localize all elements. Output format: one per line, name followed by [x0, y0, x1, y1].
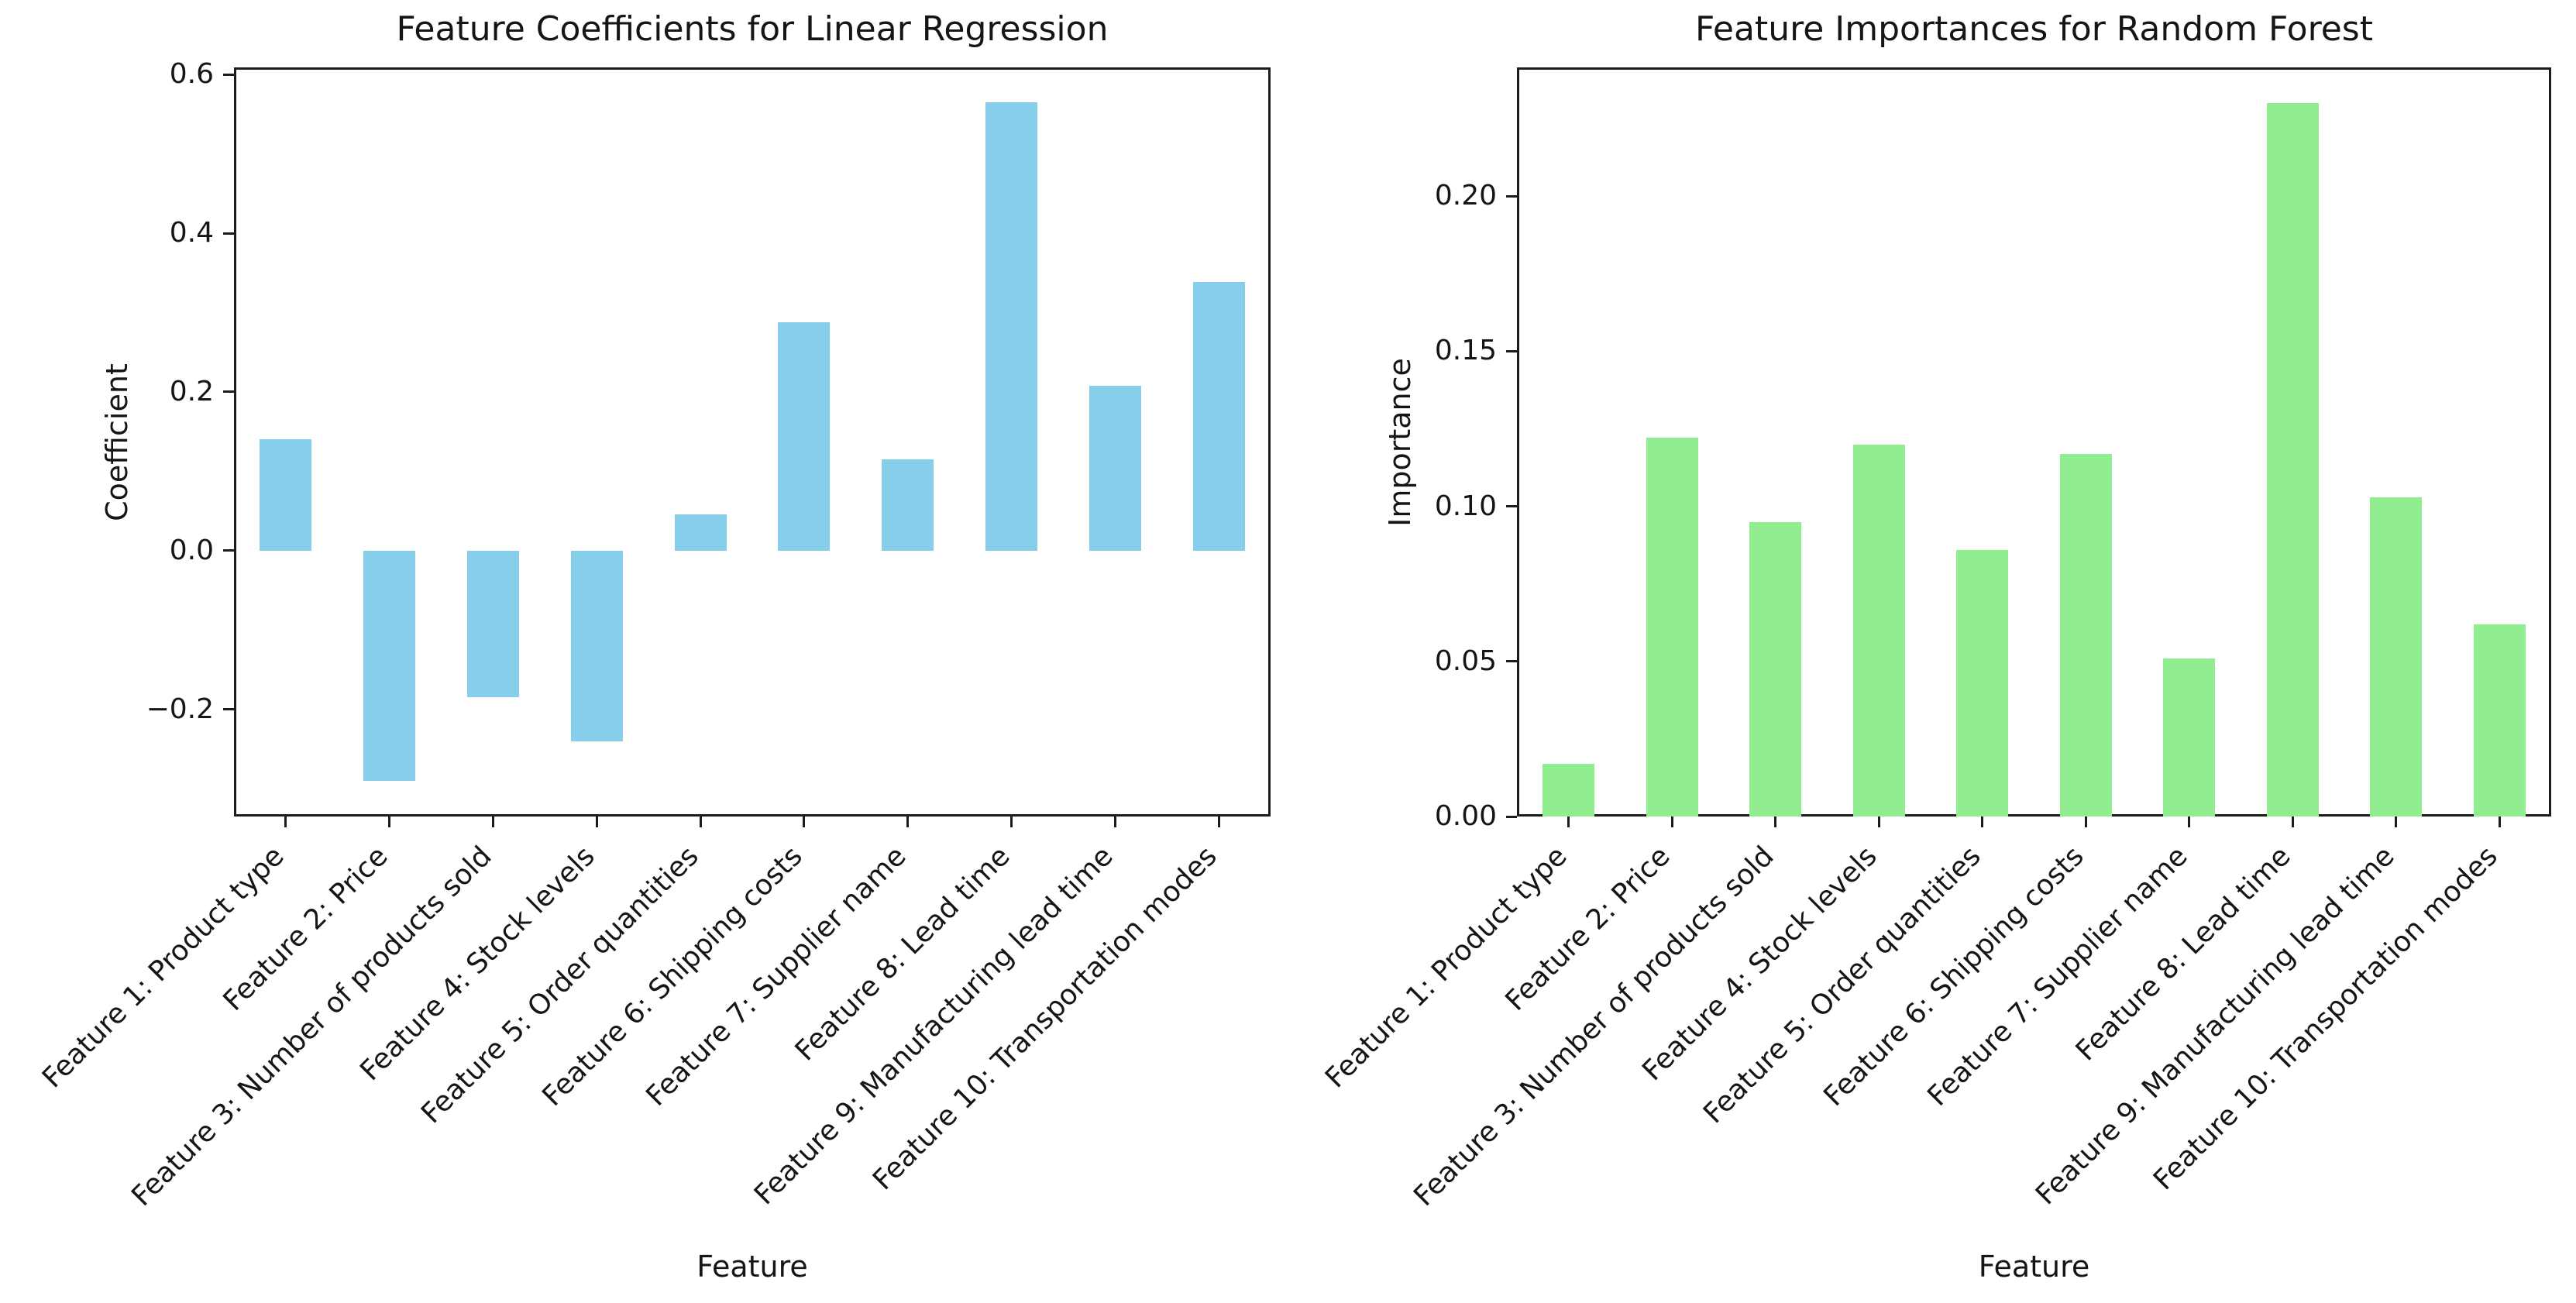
y-tick-mark	[223, 549, 234, 552]
x-tick-mark	[1670, 817, 1673, 827]
x-tick-mark	[803, 817, 806, 827]
y-tick-mark	[1506, 349, 1517, 352]
bar	[2266, 103, 2319, 817]
plot-area: 0.6 0.4 0.2 0.0 −0.2 Feature 1: Product type F…	[36, 58, 1271, 1212]
x-tick-mark	[492, 817, 494, 827]
x-tick-label: Feature 3: Number of products sold	[125, 840, 498, 1213]
x-tick-label: Feature 1: Product type	[36, 840, 291, 1095]
bar	[260, 439, 312, 551]
x-tick-mark	[1981, 817, 1984, 827]
y-tick-label: 0.05	[1434, 645, 1497, 677]
x-tick-label: Feature 7: Supplier name	[640, 840, 913, 1113]
chart-title: Feature Coefficients for Linear Regressi…	[396, 9, 1109, 49]
x-tick-label: Feature 1: Product type	[1319, 840, 1573, 1095]
y-tick-mark	[223, 73, 234, 76]
bar	[985, 102, 1037, 551]
x-tick-label: Feature 5: Order quantities	[415, 840, 705, 1130]
bar	[2059, 453, 2112, 817]
x-tick-label: Feature 2: Price	[1499, 840, 1677, 1017]
x-tick-label: Feature 5: Order quantities	[1697, 840, 1987, 1130]
bar	[1749, 521, 1802, 817]
bar	[1852, 444, 1905, 817]
y-tick-mark	[1506, 505, 1517, 508]
bar	[1956, 549, 2009, 817]
y-axis-label: Importance	[1383, 357, 1417, 527]
y-tick-label: 0.0	[169, 534, 214, 566]
x-axis-label: Feature	[1978, 1250, 2090, 1284]
x-tick-mark	[595, 817, 598, 827]
axes-frame	[234, 67, 1271, 817]
bar	[2473, 624, 2526, 817]
y-tick-mark	[223, 708, 234, 711]
x-tick-label: Feature 10: Transportation modes	[867, 840, 1223, 1197]
x-tick-mark	[388, 817, 391, 827]
x-tick-mark	[2498, 817, 2501, 827]
bar	[674, 514, 727, 551]
x-tick-mark	[2395, 817, 2398, 827]
x-tick-label: Feature 9: Manufacturing lead time	[748, 840, 1119, 1212]
x-tick-label: Feature 7: Supplier name	[1921, 840, 2194, 1113]
bar	[2370, 497, 2423, 817]
x-tick-mark	[1877, 817, 1880, 827]
chart-title: Feature Importances for Random Forest	[1695, 9, 2373, 49]
x-tick-label: Feature 9: Manufacturing lead time	[2029, 840, 2401, 1212]
x-tick-mark	[2084, 817, 2087, 827]
y-tick-label: 0.15	[1434, 335, 1497, 367]
bar	[2163, 658, 2216, 817]
x-tick-mark	[1217, 817, 1220, 827]
x-tick-label: Feature 3: Number of products sold	[1407, 840, 1780, 1213]
bar	[570, 550, 623, 741]
x-tick-label: Feature 8: Lead time	[789, 840, 1016, 1067]
x-tick-label: Feature 6: Shipping costs	[536, 840, 809, 1113]
bar	[882, 459, 934, 551]
bar	[363, 550, 416, 781]
y-tick-label: 0.10	[1434, 490, 1497, 522]
x-tick-label: Feature 2: Price	[217, 840, 394, 1017]
x-tick-mark	[1774, 817, 1777, 827]
bar	[1543, 763, 1595, 817]
bar	[1646, 438, 1698, 817]
x-tick-mark	[2188, 817, 2191, 827]
y-tick-label: 0.4	[169, 217, 214, 249]
y-tick-mark	[1506, 194, 1517, 198]
y-tick-label: 0.00	[1434, 800, 1497, 832]
bar	[467, 550, 519, 698]
x-tick-mark	[284, 817, 287, 827]
x-tick-label: Feature 4: Stock levels	[354, 840, 602, 1088]
y-axis-label: Coefficient	[100, 363, 134, 521]
bar	[778, 321, 831, 551]
x-tick-mark	[1113, 817, 1116, 827]
x-tick-mark	[1567, 817, 1570, 827]
y-tick-label: 0.20	[1434, 180, 1497, 212]
y-tick-mark	[1506, 660, 1517, 663]
y-tick-label: 0.6	[169, 58, 214, 91]
x-tick-mark	[699, 817, 702, 827]
x-tick-mark	[1010, 817, 1013, 827]
x-tick-label: Feature 4: Stock levels	[1636, 840, 1883, 1088]
x-tick-label: Feature 6: Shipping costs	[1818, 840, 2090, 1113]
x-tick-label: Feature 10: Transportation modes	[2148, 840, 2504, 1197]
y-tick-label: −0.2	[146, 693, 214, 725]
x-tick-mark	[2291, 817, 2294, 827]
y-tick-mark	[223, 232, 234, 235]
x-axis-label: Feature	[696, 1250, 808, 1284]
bar	[1089, 385, 1141, 551]
y-tick-mark	[1506, 815, 1517, 818]
y-tick-mark	[223, 390, 234, 394]
axes-frame	[1517, 67, 2551, 817]
bar	[1192, 281, 1245, 551]
plot-area: 0.00 0.05 0.10 0.15 0.20 Feature 1: Product t…	[1319, 67, 2551, 1212]
x-tick-label: Feature 8: Lead time	[2070, 840, 2297, 1067]
y-tick-label: 0.2	[169, 375, 214, 407]
x-tick-mark	[906, 817, 910, 827]
